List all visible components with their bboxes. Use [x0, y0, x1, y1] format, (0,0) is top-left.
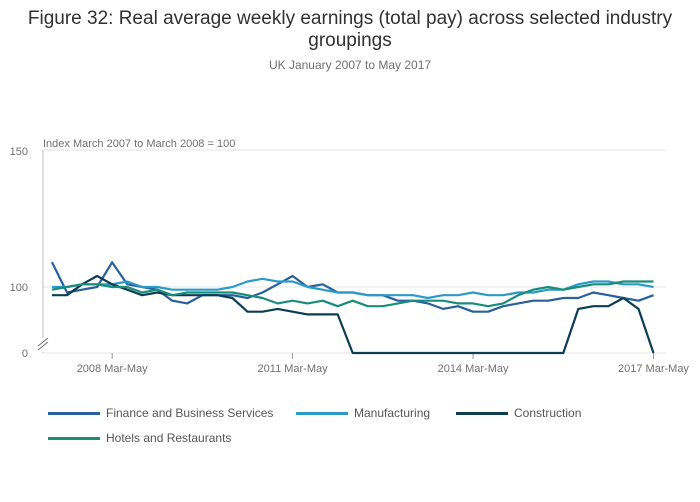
legend-item[interactable]: Finance and Business Services	[48, 406, 273, 420]
series-line-manufacturing[interactable]	[52, 277, 654, 300]
x-tick-label: 2008 Mar-May	[77, 363, 148, 375]
series-lines	[51, 261, 655, 355]
legend-label: Finance and Business Services	[106, 406, 274, 420]
legend-label: Manufacturing	[354, 406, 431, 420]
y-axis-label: Index March 2007 to March 2008 = 100	[43, 138, 235, 150]
series-line-construction[interactable]	[52, 274, 655, 355]
axis-break-mark	[36, 337, 50, 352]
legend-label: Hotels and Restaurants	[106, 431, 232, 445]
legend-swatch	[48, 411, 100, 415]
legend-swatch	[296, 411, 348, 415]
line-chart: Index March 2007 to March 2008 = 100 150…	[10, 138, 690, 375]
y-tick-0: 0	[22, 348, 28, 360]
x-axis-ticks: 2008 Mar-May 2011 Mar-May 2014 Mar-May 2017…	[77, 353, 689, 375]
legend-item[interactable]: Hotels and Restaurants	[48, 431, 231, 445]
legend-swatch	[456, 411, 508, 415]
legend-label: Construction	[514, 406, 582, 420]
legend-item[interactable]: Manufacturing	[296, 406, 430, 420]
legend-swatch	[48, 436, 100, 440]
series-line-hotels-and-restaurants[interactable]	[51, 280, 654, 308]
y-tick-150: 150	[10, 146, 28, 158]
x-tick-label: 2011 Mar-May	[258, 363, 329, 375]
y-tick-100: 100	[10, 282, 28, 294]
x-tick-label: 2017 Mar-May	[618, 363, 689, 375]
x-tick-label: 2014 Mar-May	[438, 363, 509, 375]
chart-title: Figure 32: Real average weekly earnings …	[27, 8, 673, 51]
legend-item[interactable]: Construction	[456, 406, 581, 420]
chart-subtitle: UK January 2007 to May 2017	[268, 58, 432, 72]
